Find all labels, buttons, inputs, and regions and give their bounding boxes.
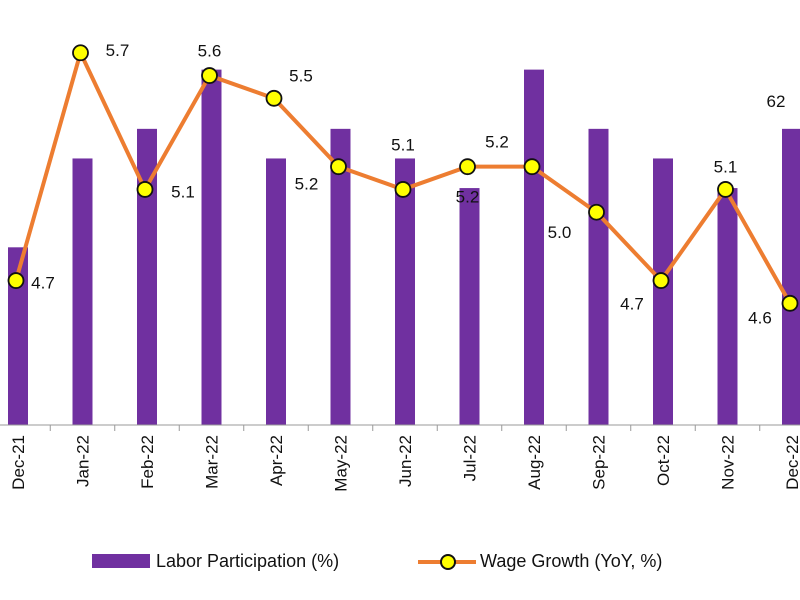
bar-label-Dec-22: 62 bbox=[767, 92, 786, 111]
x-tick-label-Feb-22: Feb-22 bbox=[138, 435, 157, 489]
legend-label-wage: Wage Growth (YoY, %) bbox=[480, 550, 663, 571]
wage-point-May-22 bbox=[330, 158, 347, 176]
x-tick-label-Sep-22: Sep-22 bbox=[590, 435, 609, 490]
wage-point-Aug-22 bbox=[523, 158, 541, 176]
x-tick-label-Apr-22: Apr-22 bbox=[267, 435, 286, 486]
bar-Mar-22 bbox=[201, 69, 222, 425]
wage-point-Oct-22 bbox=[652, 272, 670, 289]
x-tick-label-Dec-21: Dec-21 bbox=[9, 435, 28, 490]
wage-label-Dec-22: 4.6 bbox=[748, 308, 772, 327]
x-tick-label-Mar-22: Mar-22 bbox=[203, 435, 222, 489]
legend-item-labor: Labor Participation (%) bbox=[92, 546, 339, 576]
wage-point-Nov-22 bbox=[717, 181, 734, 198]
x-tick-label-Jun-22: Jun-22 bbox=[396, 435, 415, 487]
bar-Jun-22 bbox=[395, 158, 415, 425]
wage-label-Feb-22: 5.1 bbox=[171, 182, 195, 201]
legend-label-labor: Labor Participation (%) bbox=[156, 550, 340, 571]
legend-bar-swatch bbox=[92, 554, 150, 568]
bar-Oct-22 bbox=[653, 158, 673, 425]
wage-label-Sep-22: 5.0 bbox=[548, 223, 572, 242]
x-axis: Dec-21 Jan-22 Feb-22 Mar-22 Apr-22 May-22 Jun-… bbox=[0, 424, 800, 492]
bar-Dec-22 bbox=[782, 128, 800, 425]
wage-point-Dec-21 bbox=[7, 272, 25, 289]
bar-Apr-22 bbox=[266, 158, 286, 425]
wage-label-Aug-22: 5.2 bbox=[485, 133, 509, 152]
wage-point-Sep-22 bbox=[588, 203, 605, 221]
x-tick-label-Jan-22: Jan-22 bbox=[74, 435, 93, 487]
wage-point-Mar-22 bbox=[201, 67, 218, 84]
legend-item-wage: Wage Growth (YoY, %) bbox=[418, 546, 662, 576]
wage-label-Apr-22: 5.5 bbox=[289, 66, 313, 85]
wage-point-Jul-22 bbox=[459, 158, 476, 176]
wage-point-Feb-22 bbox=[136, 181, 154, 198]
wage-point-Jan-22 bbox=[72, 44, 89, 62]
wage-label-Dec-21: 4.7 bbox=[31, 274, 55, 293]
x-tick-label-Dec-22: Dec-22 bbox=[783, 435, 800, 490]
bar-Dec-21 bbox=[8, 247, 28, 425]
x-tick-label-Aug-22: Aug-22 bbox=[525, 435, 544, 490]
bar-Aug-22 bbox=[524, 69, 544, 425]
bar-Jan-22 bbox=[72, 158, 93, 425]
wage-label-Oct-22: 4.7 bbox=[620, 295, 644, 314]
wage-point-Dec-22 bbox=[781, 294, 799, 312]
x-tick-label-Jul-22: Jul-22 bbox=[461, 435, 480, 481]
legend: Labor Participation (%) Wage Growth (YoY… bbox=[0, 546, 800, 576]
bar-Nov-22 bbox=[717, 188, 738, 425]
bar-series bbox=[8, 69, 800, 425]
bar-Jul-22 bbox=[459, 188, 480, 425]
wage-label-May-22: 5.2 bbox=[295, 175, 319, 194]
wage-label-Jan-22: 5.7 bbox=[106, 41, 130, 60]
x-tick-label-May-22: May-22 bbox=[332, 435, 351, 492]
wage-point-Apr-22 bbox=[265, 89, 283, 107]
line-series bbox=[7, 44, 799, 312]
wage-label-Jul-22: 5.2 bbox=[456, 188, 480, 207]
data-labels: 4.7 5.7 5.1 5.6 5.5 5.2 5.1 5.2 5.2 5.0 4.7 5.1 4.6 6… bbox=[31, 41, 785, 328]
x-tick-label-Oct-22: Oct-22 bbox=[654, 435, 673, 486]
wage-point-Jun-22 bbox=[394, 181, 412, 198]
wage-label-Mar-22: 5.6 bbox=[198, 42, 222, 61]
x-tick-label-Nov-22: Nov-22 bbox=[719, 435, 738, 490]
wage-label-Nov-22: 5.1 bbox=[714, 157, 738, 176]
bar-Sep-22 bbox=[588, 128, 609, 425]
legend-line-swatch bbox=[418, 546, 476, 576]
wage-label-Jun-22: 5.1 bbox=[391, 135, 415, 154]
bar-Feb-22 bbox=[137, 128, 157, 425]
bar-May-22 bbox=[330, 128, 351, 425]
